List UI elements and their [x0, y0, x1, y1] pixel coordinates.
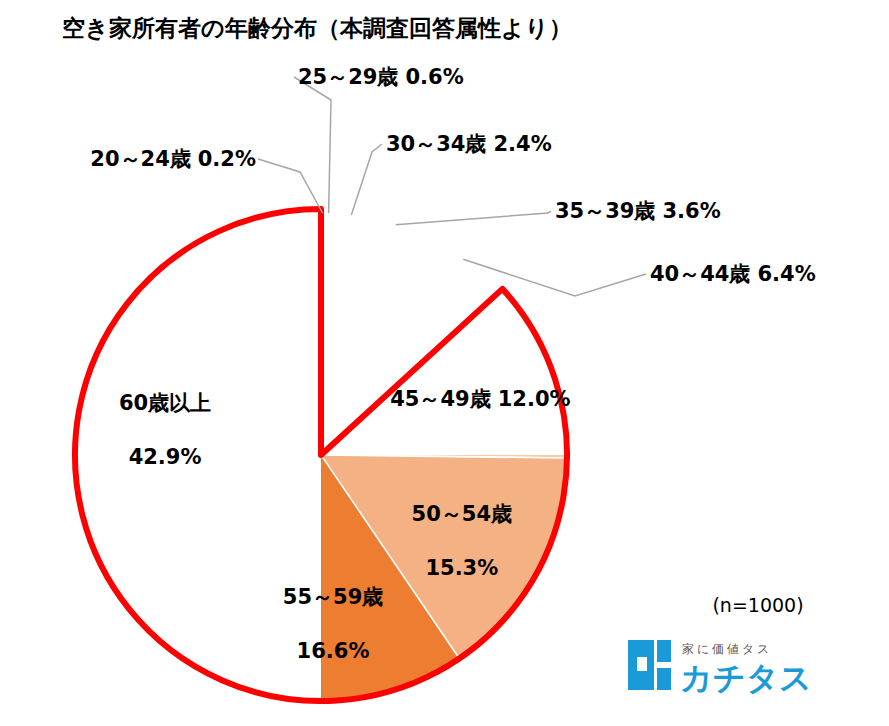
label-value: 2.4% [493, 132, 551, 156]
logo-icon [628, 640, 654, 690]
data-label: 55～59歳 16.6% [283, 585, 383, 663]
label-value: 6.4% [757, 262, 815, 286]
leader-line [396, 211, 551, 225]
label-category: 45～49歳 [390, 387, 490, 411]
chart-svg: 空き家所有者の年齢分布（本調査回答属性より） 20～24歳 0.2% 25～29歳 0.… [0, 0, 889, 726]
logo-icon [637, 657, 647, 671]
leader-line [258, 159, 323, 213]
logo-tagline: 家に価値タス [682, 642, 772, 656]
label-category: 25～29歳 [298, 65, 398, 89]
label-category: 50～54歳 [412, 502, 512, 526]
data-label: 45～49歳 12.0% [390, 387, 570, 411]
label-value: 0.2% [198, 147, 256, 171]
leader-line [351, 144, 382, 215]
logo-name: カチタス [680, 659, 812, 697]
leader-line [294, 77, 331, 213]
leader-line [463, 259, 646, 296]
label-value: 42.9% [129, 445, 202, 469]
data-label: 30～34歳 2.4% [386, 132, 552, 156]
logo-icon [657, 640, 671, 662]
highlight-outline [75, 209, 567, 701]
label-category: 20～24歳 [90, 147, 190, 171]
data-label: 40～44歳 6.4% [650, 262, 816, 286]
label-value: 0.6% [405, 65, 463, 89]
slices [321, 455, 567, 701]
logo: 家に価値タスカチタス [628, 640, 812, 697]
data-label: 35～39歳 3.6% [555, 199, 721, 223]
label-category: 35～39歳 [555, 199, 655, 223]
label-value: 3.6% [662, 199, 720, 223]
chart-container: 空き家所有者の年齢分布（本調査回答属性より） 20～24歳 0.2% 25～29歳 0.… [0, 0, 889, 726]
pie [75, 209, 567, 701]
logo-icon [657, 668, 671, 690]
sample-size: (n=1000) [712, 594, 803, 616]
label-category: 60歳以上 [119, 391, 211, 415]
label-value: 15.3% [425, 556, 498, 580]
data-label: 50～54歳 15.3% [412, 502, 512, 580]
label-category: 40～44歳 [650, 262, 750, 286]
data-label: 25～29歳 0.6% [298, 65, 464, 89]
data-label: 60歳以上 42.9% [119, 391, 211, 469]
label-value: 12.0% [498, 387, 571, 411]
label-category: 30～34歳 [386, 132, 486, 156]
label-category: 55～59歳 [283, 585, 383, 609]
label-value: 16.6% [297, 639, 370, 663]
data-label: 20～24歳 0.2% [90, 147, 256, 171]
title: 空き家所有者の年齢分布（本調査回答属性より） [62, 15, 572, 41]
